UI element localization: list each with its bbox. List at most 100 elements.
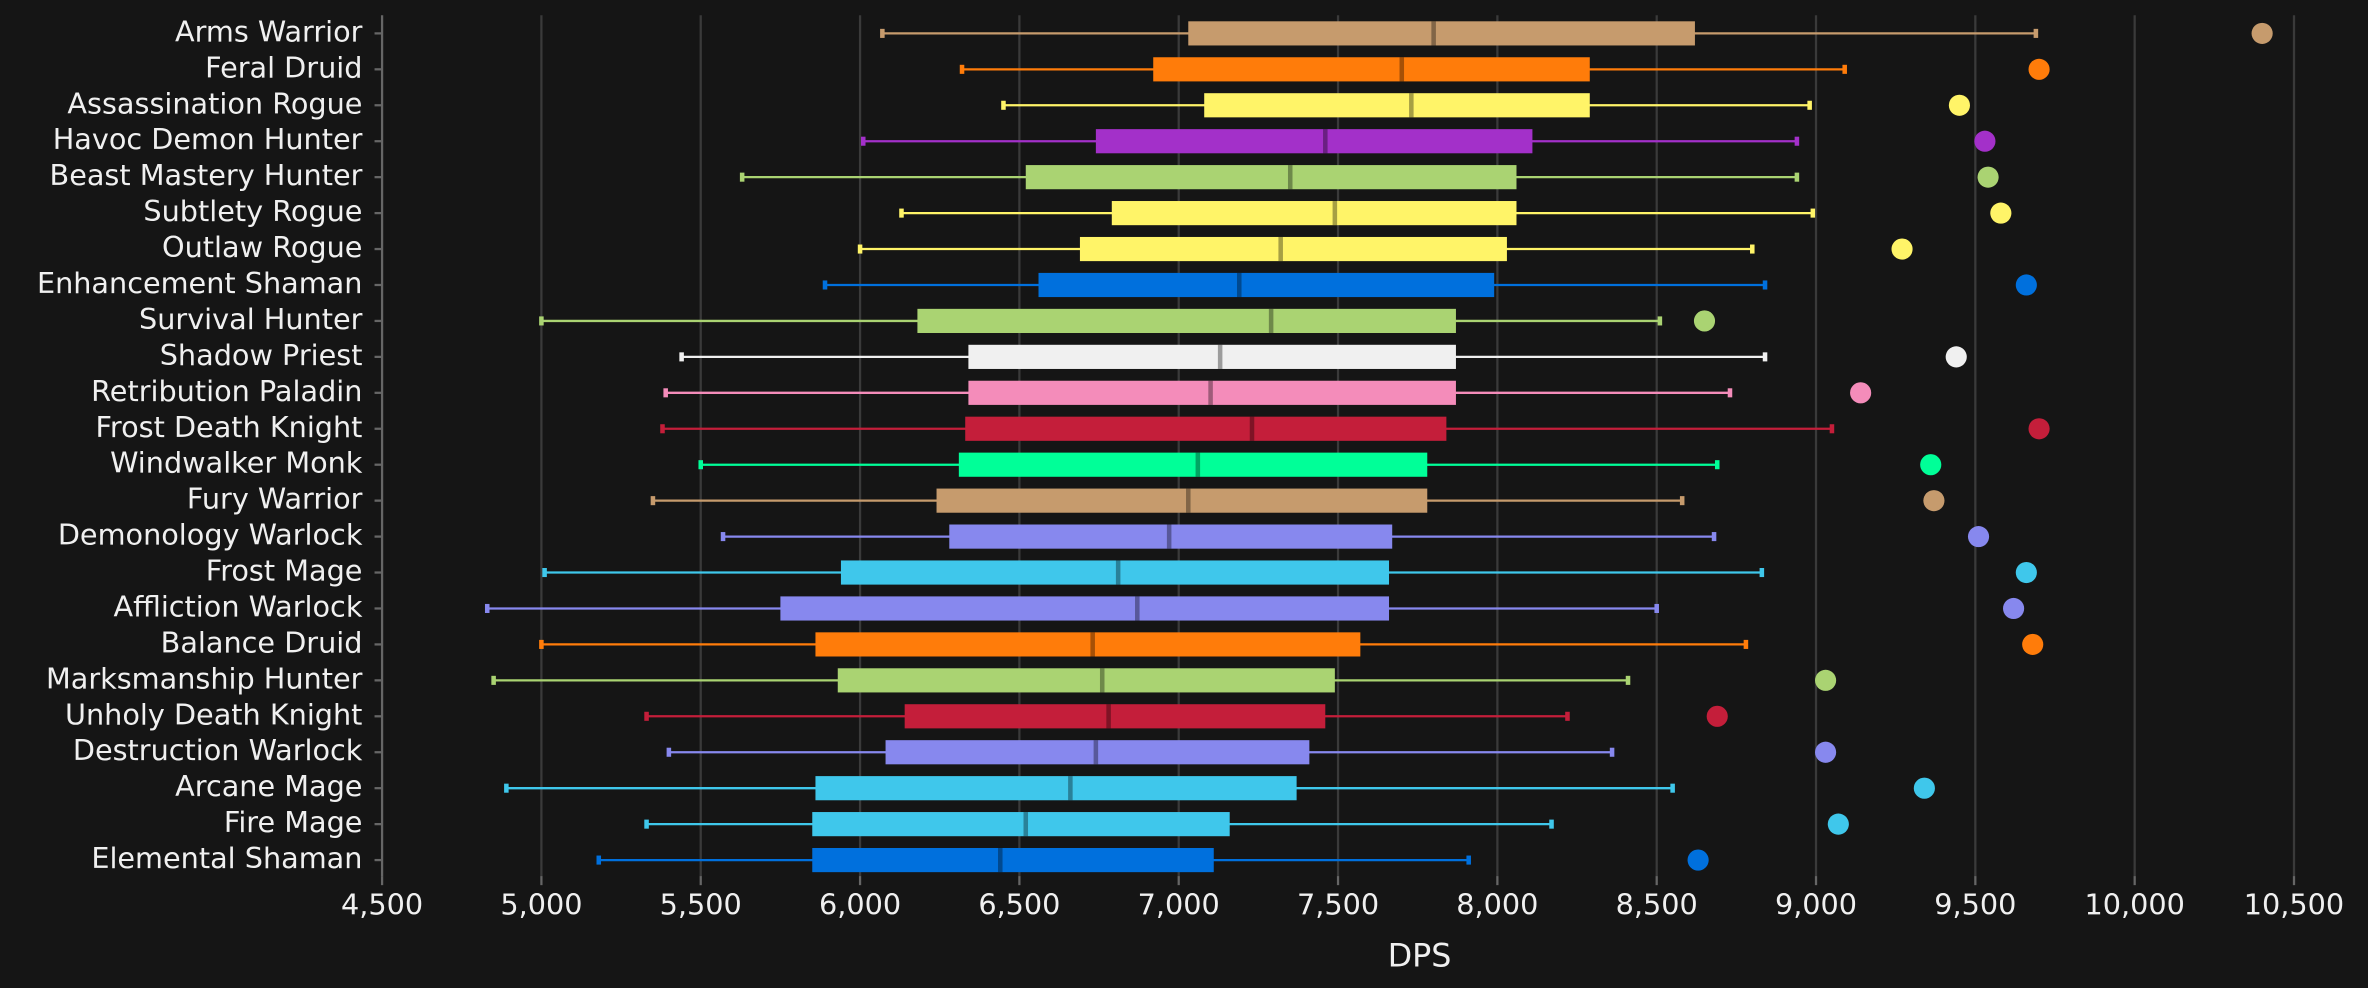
whisker-cap: [1762, 352, 1768, 362]
whisker-cap: [1714, 460, 1720, 470]
whisker-cap: [1794, 172, 1800, 182]
median: [1166, 524, 1172, 549]
whisker-cap: [660, 424, 665, 434]
box: [968, 380, 1456, 405]
whisker-cap: [504, 783, 509, 793]
whisker-cap: [491, 675, 496, 685]
whisker-cap: [644, 819, 649, 829]
outlier: [1815, 741, 1837, 763]
x-tick-label: 10,000: [2084, 887, 2184, 921]
category-label: Feral Druid: [205, 50, 362, 84]
whisker-cap: [899, 208, 904, 218]
box: [968, 344, 1456, 369]
category-label: Destruction Warlock: [73, 733, 363, 767]
outlier: [1977, 166, 1999, 188]
whisker-cap: [1810, 208, 1816, 218]
box: [1188, 21, 1695, 46]
whisker-cap: [1654, 603, 1659, 614]
whisker-cap: [663, 388, 668, 398]
category-label: Fire Mage: [224, 805, 363, 839]
box: [812, 812, 1230, 837]
category-label: Outlaw Rogue: [162, 230, 362, 264]
box: [936, 488, 1428, 513]
whisker-cap: [679, 352, 684, 362]
x-tick-label: 10,500: [2244, 887, 2344, 921]
whisker-cap: [1807, 100, 1812, 110]
whisker-cap: [644, 711, 649, 721]
whisker-cap: [666, 747, 672, 757]
x-tick-label: 6,000: [819, 887, 901, 921]
outlier: [2015, 274, 2037, 296]
box: [1111, 201, 1517, 226]
whisker-cap: [1750, 244, 1755, 254]
x-tick-label: 9,000: [1775, 887, 1857, 921]
whisker-cap: [1657, 316, 1663, 326]
outlier: [1827, 813, 1849, 835]
box: [904, 704, 1326, 729]
whisker-cap: [1565, 711, 1570, 721]
whisker-cap: [1759, 568, 1765, 578]
x-tick-label: 7,500: [1297, 887, 1379, 921]
whisker-cap: [1549, 819, 1554, 829]
outlier: [1850, 382, 1872, 404]
box: [1095, 129, 1533, 154]
outlier: [1687, 849, 1709, 871]
category-label: Enhancement Shaman: [37, 266, 363, 300]
category-label: Frost Mage: [206, 554, 363, 588]
outlier: [2003, 597, 2025, 620]
median: [1090, 632, 1095, 657]
median: [1208, 380, 1213, 405]
outlier: [1693, 310, 1716, 332]
category-label: Elemental Shaman: [91, 841, 362, 875]
outlier: [1923, 490, 1945, 512]
whisker-cap: [1001, 100, 1006, 110]
whisker-cap: [1743, 639, 1749, 649]
x-tick-label: 5,500: [660, 887, 742, 921]
whisker-cap: [1727, 388, 1733, 398]
median: [1115, 560, 1121, 585]
whisker-cap: [1711, 532, 1717, 542]
median: [1278, 236, 1283, 262]
whisker-cap: [539, 639, 544, 649]
median: [1409, 93, 1414, 118]
box: [949, 524, 1393, 549]
whisker-cap: [650, 496, 656, 506]
whisker-cap: [539, 316, 544, 326]
category-label: Fury Warrior: [187, 482, 363, 516]
outlier: [1815, 669, 1837, 691]
outlier: [2028, 418, 2050, 440]
whisker-cap: [542, 568, 547, 578]
median: [1186, 488, 1191, 513]
box: [1153, 57, 1590, 82]
box: [1038, 272, 1495, 298]
whisker-cap: [1794, 136, 1800, 146]
box: [837, 668, 1335, 693]
category-label: Shadow Priest: [160, 338, 363, 372]
whisker-cap: [484, 603, 490, 614]
whisker-cap: [959, 64, 965, 74]
median: [1068, 776, 1073, 801]
whisker-cap: [596, 855, 602, 865]
category-label: Demonology Warlock: [58, 518, 363, 552]
median: [1249, 416, 1255, 441]
category-label: Balance Druid: [161, 625, 363, 659]
x-tick-label: 7,000: [1138, 887, 1220, 921]
whisker-cap: [880, 28, 885, 38]
category-label: Assassination Rogue: [67, 86, 362, 120]
outlier: [1913, 777, 1935, 799]
median: [998, 847, 1003, 873]
category-label: Retribution Paladin: [91, 374, 362, 408]
category-label: Havoc Demon Hunter: [53, 122, 363, 156]
median: [1217, 344, 1223, 369]
whisker-cap: [822, 280, 828, 290]
whisker-cap: [1679, 496, 1685, 506]
median: [1236, 272, 1242, 298]
box: [1025, 165, 1517, 190]
outlier: [2022, 633, 2044, 655]
outlier: [2028, 58, 2050, 80]
category-label: Arcane Mage: [175, 769, 362, 803]
outlier: [1974, 130, 1996, 152]
median: [1195, 452, 1201, 477]
